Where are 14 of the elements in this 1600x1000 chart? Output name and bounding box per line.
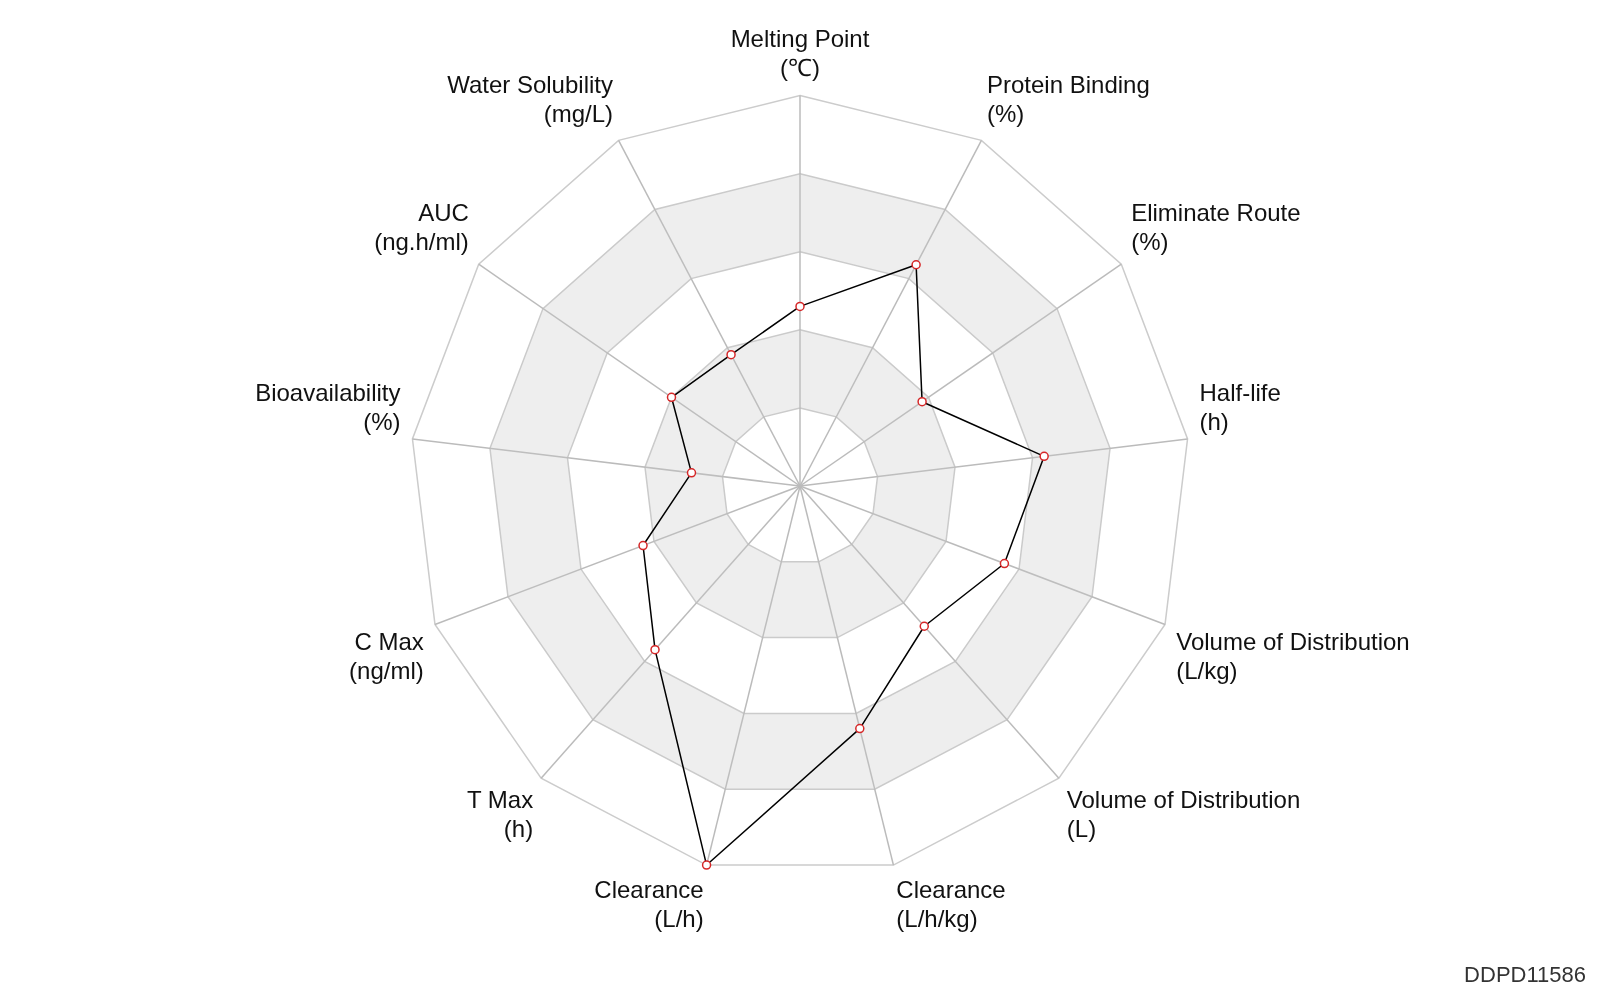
spoke-label: Volume of Distribution (L)	[1066, 786, 1301, 843]
spoke-label: T Max (h)	[466, 786, 534, 843]
text: DDPD11586	[1464, 962, 1586, 988]
spoke-label: Melting Point (℃)	[730, 25, 870, 81]
spoke-label: Water Solubility (mg/L)	[447, 71, 613, 127]
spoke-label: Clearance (L/h)	[594, 875, 704, 932]
spoke-label: AUC (ng.h/ml)	[374, 198, 469, 255]
spoke-label: Half-life (h)	[1199, 378, 1281, 435]
spoke-label: Eliminate Route (%)	[1131, 198, 1301, 255]
spoke-label: Clearance (L/h/kg)	[896, 875, 1006, 932]
spoke-label: Protein Binding (%)	[987, 71, 1150, 127]
spoke-label: Volume of Distribution (L/kg)	[1176, 627, 1410, 684]
spoke-label: Bioavailability (%)	[255, 378, 401, 435]
spoke-label: C Max (ng/ml)	[349, 627, 424, 684]
